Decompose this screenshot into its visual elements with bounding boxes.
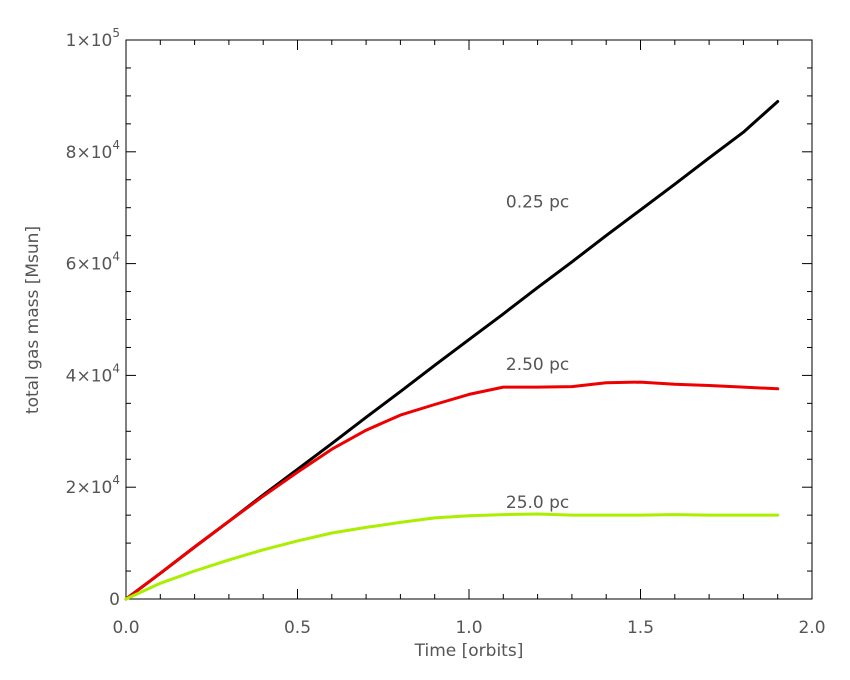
y-tick-label: 6×104 [66, 250, 120, 275]
x-tick-label: 0.0 [112, 618, 139, 638]
series-label-2: 25.0 pc [506, 493, 569, 513]
y-tick-label: 1×105 [66, 26, 120, 51]
y-axis-title: total gas mass [Msun] [23, 226, 43, 414]
y-tick-label: 4×104 [66, 361, 120, 386]
series-label-1: 2.50 pc [506, 355, 569, 375]
y-tick-label: 0 [109, 590, 120, 610]
series-labels: 0.25 pc 2.50 pc 25.0 pc [506, 193, 569, 513]
series-line-1 [124, 380, 780, 601]
y-tick-label: 8×104 [66, 138, 120, 163]
x-tick-label: 0.5 [284, 618, 311, 638]
tick-labels: 0.0 0.5 1.0 1.5 2.0 0 2×104 4×104 6×104 8×104 1×10… [66, 26, 826, 638]
x-tick-label: 1.5 [627, 618, 654, 638]
series-label-0: 0.25 pc [506, 193, 569, 213]
x-axis-title: Time [orbits] [414, 641, 524, 661]
series-lines [124, 100, 780, 601]
x-tick-label: 2.0 [798, 618, 825, 638]
axis-ticks [125, 39, 813, 600]
x-tick-label: 1.0 [455, 618, 482, 638]
series-line-2 [124, 512, 780, 601]
y-tick-label: 2×104 [66, 473, 120, 498]
